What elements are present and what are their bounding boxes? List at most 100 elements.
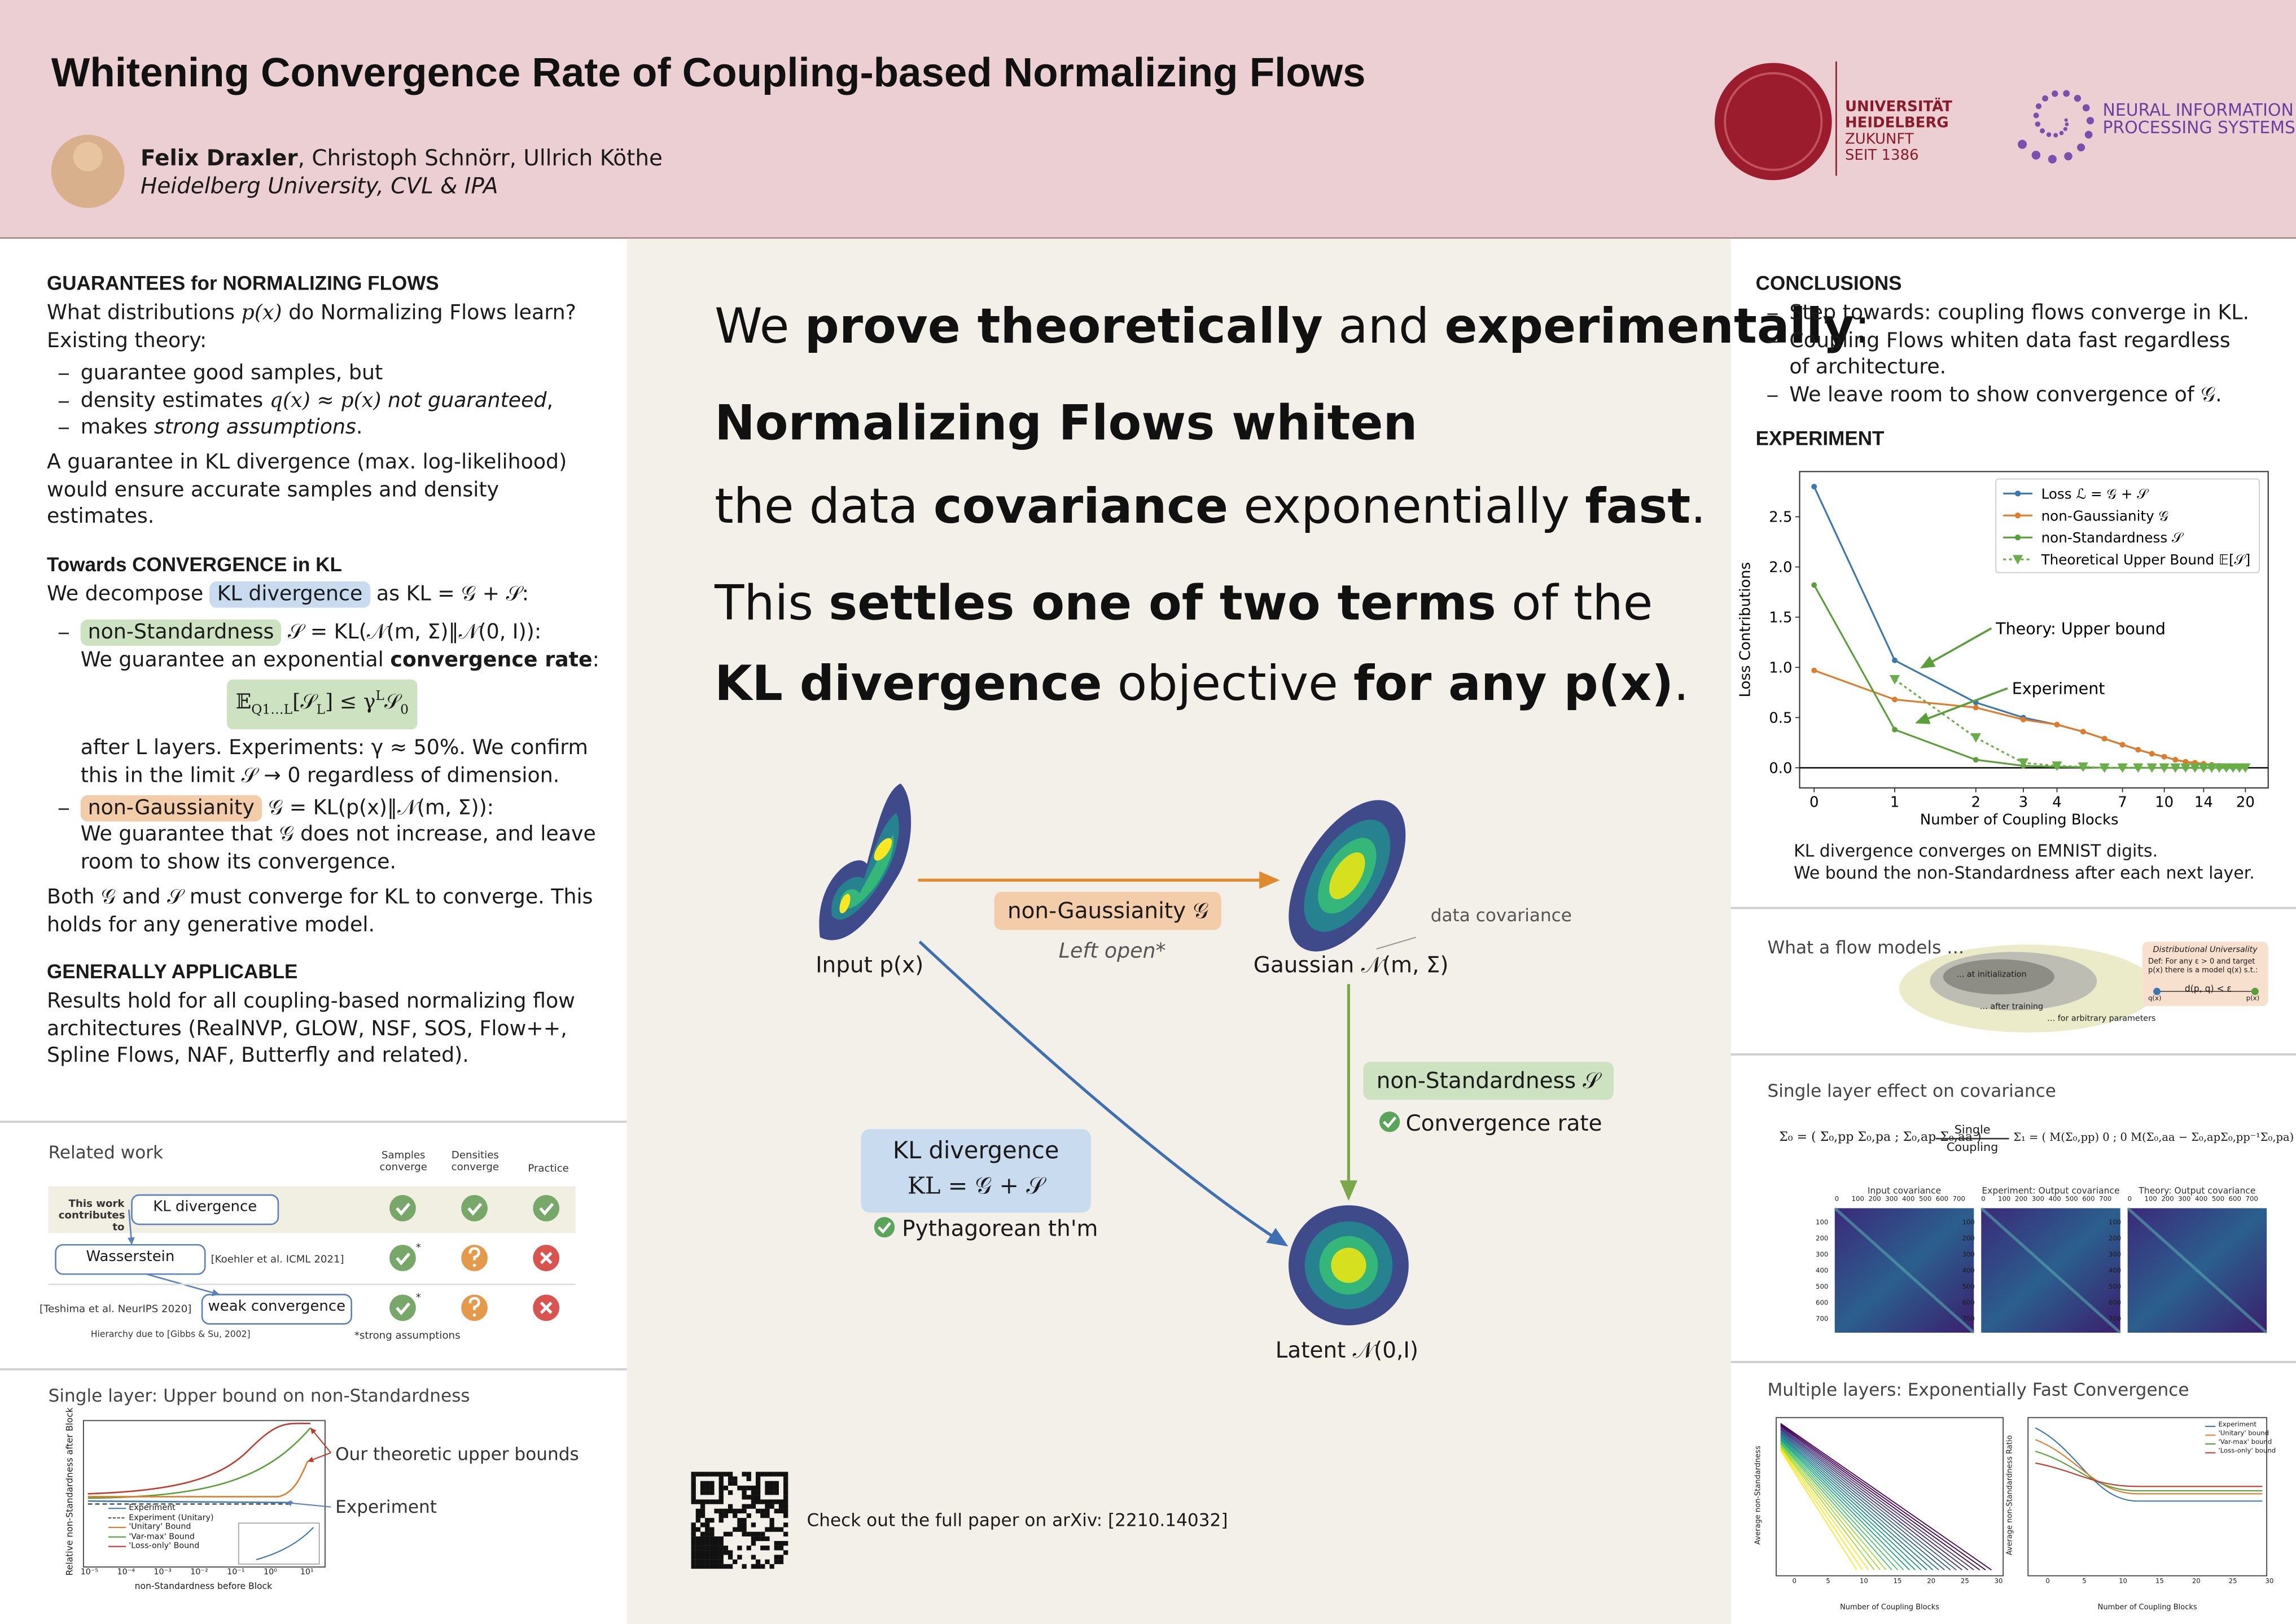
- text: We bound the non-Standardness after each…: [1794, 863, 2255, 883]
- qr-module: [691, 1546, 696, 1551]
- qr-module: [718, 1513, 724, 1518]
- qr-module: [691, 1564, 696, 1569]
- point: [2170, 763, 2181, 773]
- qr-module: [751, 1522, 756, 1527]
- heatmap-x-tick: 300: [2031, 1196, 2045, 1204]
- qr-module: [705, 1564, 710, 1569]
- point: [1973, 757, 1979, 763]
- qr-module: [700, 1490, 706, 1495]
- text: exponentially: [1228, 477, 1585, 535]
- qr-module: [718, 1559, 724, 1564]
- text: Σ₁ = ( M(Σ₀,pp) 0 ; 0 M(Σ₀,aa − Σ₀,apΣ₀,…: [2013, 1130, 2296, 1144]
- qr-module: [691, 1550, 696, 1555]
- logo-dot: [2084, 130, 2093, 139]
- qr-module: [765, 1481, 770, 1486]
- qr-module: [714, 1508, 719, 1514]
- text: Both 𝒢 and 𝒮 must converge for KL to con…: [47, 886, 593, 937]
- text: 0: [400, 704, 409, 719]
- qr-module: [774, 1546, 779, 1551]
- text: KL divergence: [892, 1136, 1059, 1165]
- legend-samples: [108, 1508, 126, 1547]
- qr-module: [769, 1499, 774, 1504]
- heatmap-y-tick: 600: [2108, 1300, 2122, 1308]
- logo-dot: [2046, 132, 2052, 137]
- input-distribution: [819, 783, 912, 940]
- qr-module: [755, 1485, 761, 1491]
- heatmap-x-tick: 300: [1885, 1196, 1898, 1204]
- heatmap-y-tick: 200: [1962, 1236, 1975, 1244]
- status-ok: [389, 1294, 416, 1321]
- qr-module: [695, 1564, 701, 1569]
- qr-module: [691, 1485, 696, 1491]
- qr-module: [714, 1555, 719, 1560]
- heatmap-y-tick: 600: [1816, 1300, 1829, 1308]
- qr-module: [709, 1485, 715, 1491]
- ratio-curve: [2035, 1439, 2263, 1495]
- text: convergence rate: [390, 648, 593, 672]
- qr-module: [751, 1555, 756, 1560]
- heatmap-x-tick: 0: [2127, 1196, 2132, 1204]
- qr-module: [755, 1499, 761, 1504]
- heatmap-x-tick: 400: [2048, 1196, 2061, 1204]
- qr-module: [783, 1508, 788, 1514]
- cross-mark: [540, 1301, 553, 1314]
- text: Hierarchy due to [Gibbs & Su, 2002]: [90, 1329, 251, 1340]
- curve: [87, 1427, 311, 1499]
- heatmap-y-tick: 300: [1962, 1252, 1975, 1260]
- qr-module: [700, 1536, 706, 1542]
- qr-module: [709, 1555, 715, 1560]
- qr-module: [691, 1499, 696, 1504]
- qr-module: [705, 1472, 710, 1477]
- plot-frame: [82, 1420, 326, 1568]
- text: Related work: [48, 1142, 164, 1163]
- qr-module: [709, 1531, 715, 1537]
- x-tick-label: 25: [2228, 1578, 2237, 1586]
- x-tick-label: 25: [1960, 1578, 1969, 1586]
- qr-module: [728, 1476, 733, 1481]
- curve: [1780, 1424, 1986, 1570]
- heatmap-x-tick: 300: [2178, 1196, 2191, 1204]
- logo-dot: [2042, 95, 2048, 102]
- qr-module: [746, 1546, 751, 1551]
- check-mark: [396, 1253, 411, 1266]
- text: Input covariance: [1867, 1186, 1942, 1197]
- text: the data covariance exponentially fast.: [715, 478, 1706, 535]
- qr-module: [705, 1555, 710, 1560]
- text: Coupling: [1946, 1141, 1999, 1154]
- text: KL divergence: [153, 1199, 257, 1216]
- qr-module: [778, 1559, 784, 1564]
- text: SEIT 1386: [1844, 148, 1919, 164]
- uni-seal: [1715, 63, 1832, 181]
- text: non-Standardness: [80, 620, 282, 647]
- x-tick-label: 10⁻⁵: [80, 1568, 99, 1578]
- kl-card: KL divergence KL = 𝒢 + 𝒮: [861, 1129, 1091, 1213]
- qr-module: [751, 1564, 756, 1569]
- text: … at initialization: [1956, 971, 2027, 980]
- x-tick-label: 5: [1826, 1578, 1830, 1586]
- text: KL = 𝒢 + 𝒮: [907, 1171, 1045, 1200]
- heatmap-x-tick: 200: [1868, 1196, 1881, 1204]
- heatmap-y-tick: 200: [1816, 1236, 1829, 1244]
- text: ZUKUNFT: [1844, 132, 1914, 148]
- text: p(x): [2246, 996, 2260, 1004]
- qr-module: [718, 1490, 724, 1495]
- logo-dot: [2074, 94, 2082, 102]
- legend-label: Loss ℒ = 𝒢 + 𝒮: [2041, 485, 2150, 502]
- logo-dot: [2035, 103, 2042, 110]
- question: What distributions p(x) do Normalizing F…: [47, 301, 611, 355]
- qr-module: [742, 1472, 747, 1477]
- qr-module: [755, 1508, 761, 1514]
- heatmap-x-tick: 500: [2065, 1196, 2078, 1204]
- point: [2189, 763, 2201, 773]
- x-tick-label: 5: [2082, 1578, 2087, 1586]
- curve: [1780, 1426, 1974, 1570]
- qr-module: [755, 1531, 761, 1537]
- text: … for arbitrary parameters: [2047, 1014, 2156, 1024]
- qr-module: [751, 1499, 756, 1504]
- text: [Teshima et al. NeurIPS 2020]: [40, 1303, 192, 1315]
- qr-module: [783, 1522, 788, 1527]
- text: Def: For any ε > 0 and target p(x) there…: [2148, 957, 2258, 975]
- authors: Felix Draxler, Christoph Schnörr, Ullric…: [141, 145, 663, 172]
- point: [2183, 759, 2189, 765]
- point: [2221, 763, 2232, 773]
